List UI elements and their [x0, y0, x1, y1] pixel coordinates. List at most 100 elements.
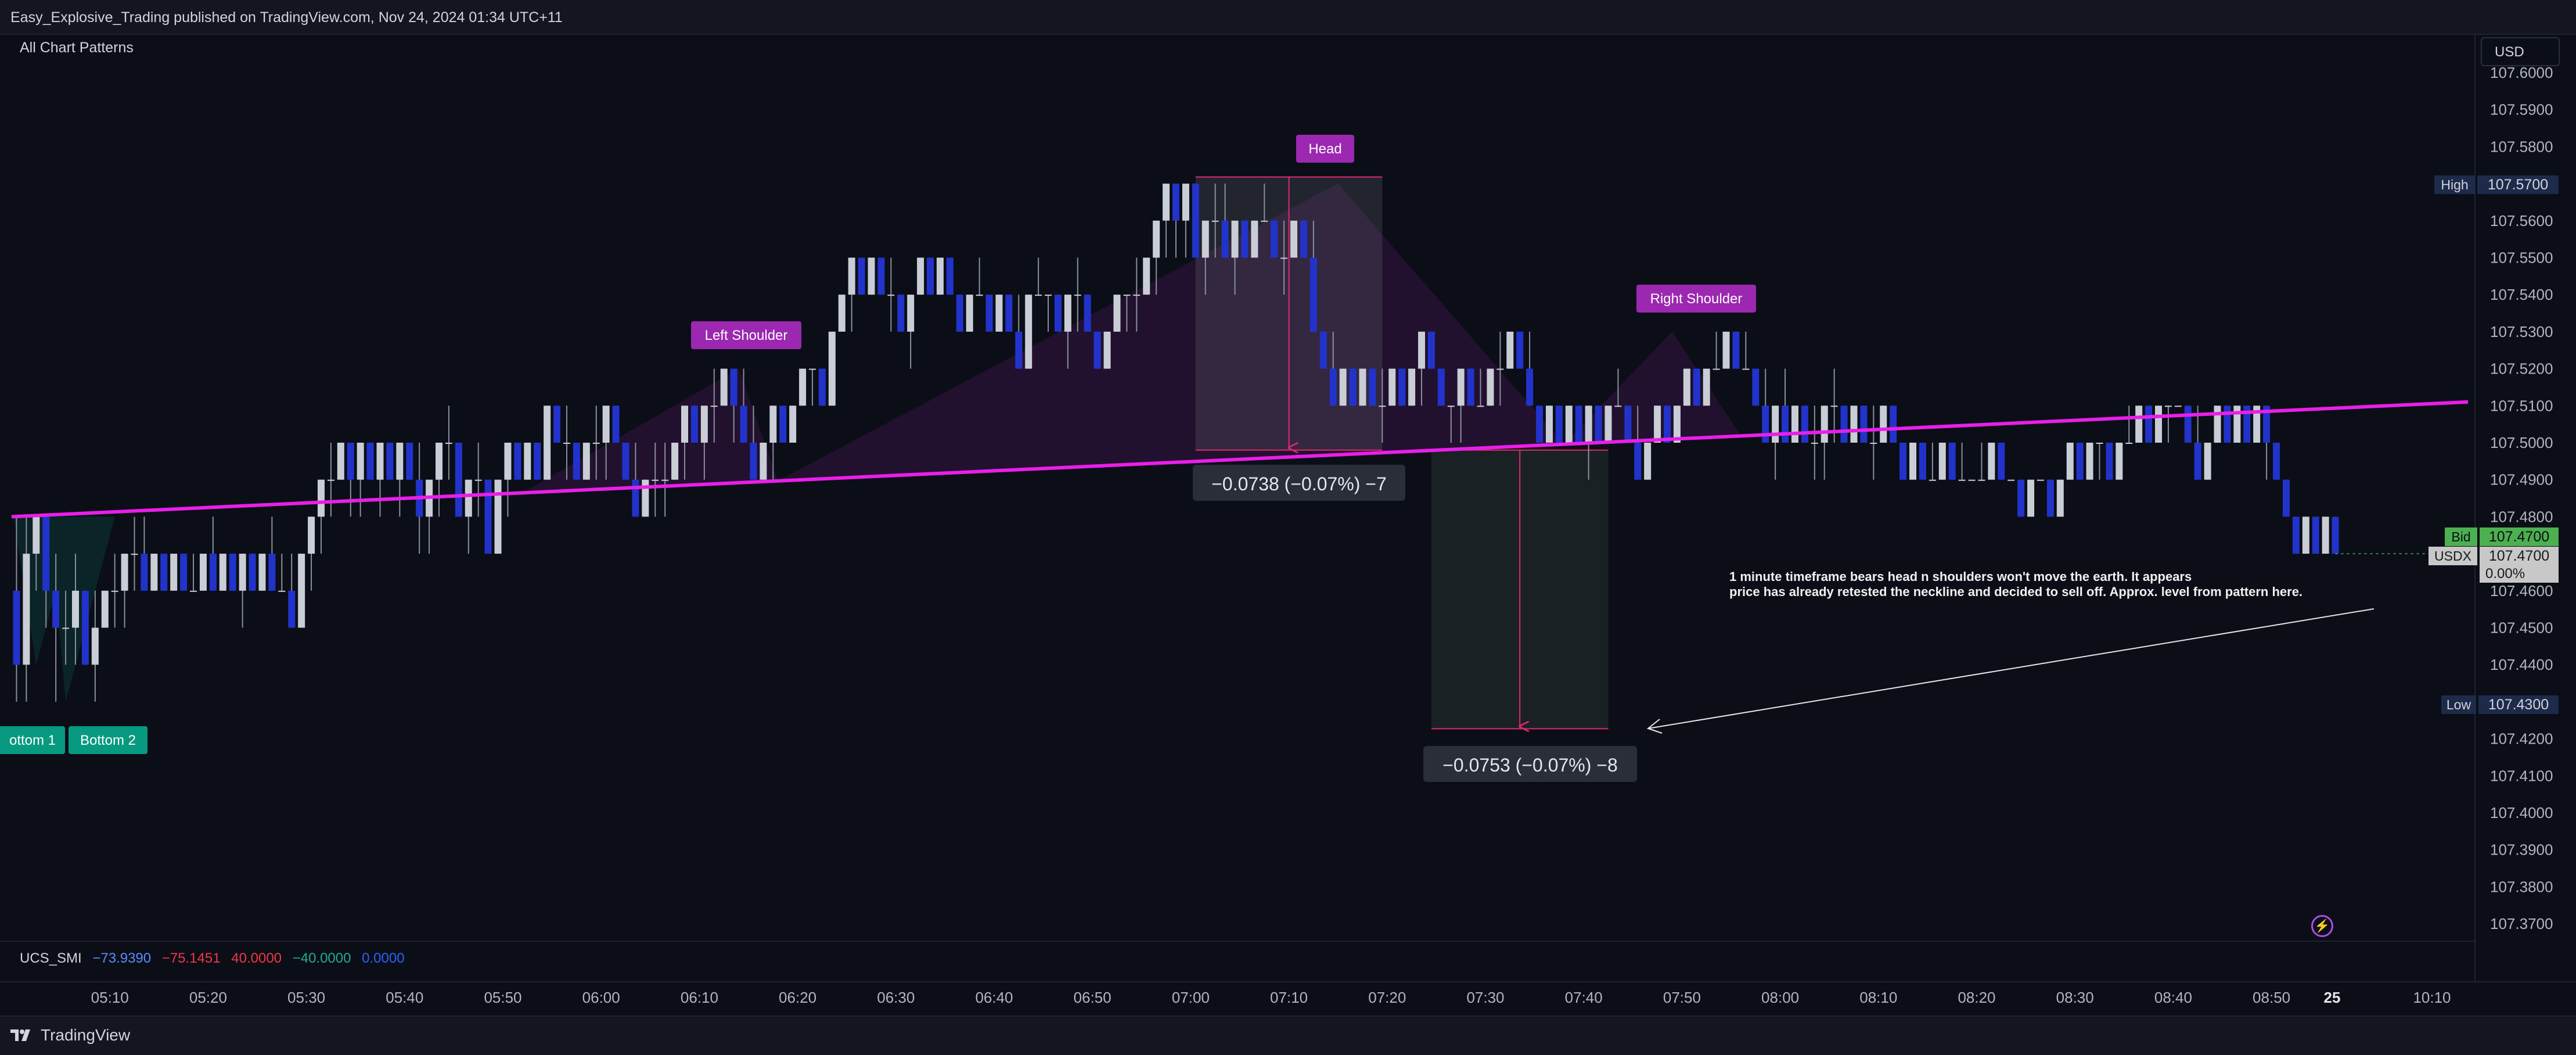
candle-body-134 — [1329, 368, 1337, 406]
candle-body-108 — [1074, 295, 1081, 296]
candle-body-122 — [1211, 220, 1219, 222]
bottom-1-label: ottom 1 — [0, 726, 65, 754]
candle-body-196 — [1938, 443, 1946, 480]
candle-body-194 — [1919, 443, 1926, 480]
candle-body-147 — [1457, 368, 1465, 406]
candle-body-175 — [1732, 331, 1740, 369]
candle-body-233 — [2302, 516, 2309, 554]
candle-body-60 — [602, 406, 610, 443]
price-tick-16: 107.4400 — [2490, 656, 2553, 673]
candle-body-39 — [396, 443, 404, 480]
smi-value-4: 0.0000 — [362, 950, 405, 966]
candle-body-151 — [1496, 368, 1504, 370]
candle-body-31 — [317, 479, 325, 517]
candle-body-63 — [632, 479, 639, 517]
candle-body-84 — [838, 295, 846, 332]
candle-body-216 — [2135, 406, 2143, 443]
candle-body-121 — [1201, 220, 1209, 258]
candle-body-187 — [1850, 406, 1858, 443]
high-badge: High 107.5700 — [2434, 175, 2559, 194]
time-tick-17: 08:00 — [1761, 989, 1799, 1006]
publish-header: Easy_Explosive_Trading published on Trad… — [0, 0, 2576, 35]
candle-body-217 — [2145, 406, 2153, 443]
candle-body-40 — [406, 443, 413, 480]
candle-body-227 — [2243, 406, 2251, 443]
annotation-arrow-head — [1646, 719, 1663, 734]
bid-badge: Bid 107.4700 — [2445, 528, 2559, 546]
candle-body-7 — [81, 590, 89, 665]
candle-body-4 — [52, 590, 60, 628]
price-tick-22: 107.3800 — [2490, 878, 2553, 895]
candle-body-29 — [298, 554, 305, 628]
candle-body-59 — [592, 443, 600, 444]
candle-body-115 — [1143, 257, 1150, 295]
candle-body-224 — [2214, 406, 2221, 443]
candle-body-43 — [436, 443, 443, 480]
candle-body-201 — [1988, 443, 1995, 480]
candle-body-70 — [700, 406, 708, 443]
candle-body-176 — [1742, 368, 1750, 370]
candle-body-105 — [1045, 295, 1052, 296]
candle-body-56 — [563, 443, 570, 444]
lightning-icon[interactable]: ⚡ — [2311, 915, 2333, 937]
currency-button[interactable]: USD — [2481, 37, 2560, 66]
candle-body-71 — [710, 406, 718, 407]
candle-body-228 — [2253, 406, 2261, 443]
tradingview-logo[interactable]: TradingView — [10, 1026, 130, 1045]
candle-body-97 — [966, 295, 973, 332]
measure-label-1[interactable]: −0.0738 (−0.07%) −7 — [1193, 465, 1405, 501]
candle-body-36 — [366, 443, 374, 480]
candle-body-69 — [690, 406, 698, 443]
candle-body-20 — [209, 554, 217, 591]
measure-label-2[interactable]: −0.0753 (−0.07%) −8 — [1423, 746, 1637, 782]
candle-body-117 — [1163, 184, 1170, 221]
candle-body-154 — [1526, 368, 1534, 406]
candle-body-87 — [868, 257, 875, 295]
symbol-badge: USDX 107.4700 0.00% — [2429, 547, 2559, 583]
price-tick-7: 107.5300 — [2490, 323, 2553, 340]
annotation-text[interactable]: 1 minute timeframe bears head n shoulder… — [1729, 569, 2426, 600]
candle-body-204 — [2017, 479, 2025, 517]
candle-body-192 — [1899, 443, 1907, 480]
candle-body-24 — [249, 554, 256, 591]
candle-body-125 — [1241, 220, 1249, 258]
candle-body-198 — [1958, 479, 1966, 481]
price-tick-0: 107.6000 — [2490, 64, 2553, 81]
candle-body-186 — [1840, 406, 1848, 443]
price-tick-18: 107.4200 — [2490, 730, 2553, 748]
candle-body-193 — [1909, 443, 1917, 480]
candle-body-127 — [1261, 220, 1268, 222]
chart-grid — [0, 35, 2576, 982]
price-tick-21: 107.3900 — [2490, 841, 2553, 859]
time-tick-3: 05:40 — [386, 989, 423, 1006]
smi-value-3: −40.0000 — [292, 950, 351, 966]
candle-body-119 — [1182, 184, 1189, 221]
tradingview-logo-icon — [10, 1029, 30, 1041]
candle-body-170 — [1683, 368, 1690, 406]
sub-indicator-name: UCS_SMI — [20, 950, 82, 966]
candle-body-203 — [2007, 479, 2015, 481]
candle-body-229 — [2263, 406, 2271, 443]
candle-body-18 — [190, 590, 197, 592]
price-tick-6: 107.5400 — [2490, 286, 2553, 303]
candle-body-163 — [1614, 406, 1622, 407]
candle-body-202 — [1998, 443, 2005, 480]
indicator-title[interactable]: All Chart Patterns — [20, 40, 134, 56]
candle-body-62 — [622, 443, 629, 480]
sub-indicator-legend[interactable]: UCS_SMI −73.9390 −75.1451 40.0000 −40.00… — [20, 950, 405, 967]
neckline — [11, 400, 2469, 519]
candle-body-98 — [976, 295, 983, 296]
candle-body-17 — [180, 554, 188, 591]
candle-body-38 — [386, 443, 394, 480]
candle-body-104 — [1035, 295, 1042, 296]
candle-body-10 — [111, 590, 118, 592]
candle-body-51 — [514, 443, 521, 480]
candle-body-114 — [1133, 295, 1141, 296]
candle-body-124 — [1231, 220, 1239, 258]
candle-body-82 — [818, 368, 826, 406]
price-tick-5: 107.5500 — [2490, 249, 2553, 267]
candle-body-129 — [1280, 257, 1288, 259]
candle-body-225 — [2224, 406, 2231, 443]
neckline-line — [11, 400, 2469, 519]
